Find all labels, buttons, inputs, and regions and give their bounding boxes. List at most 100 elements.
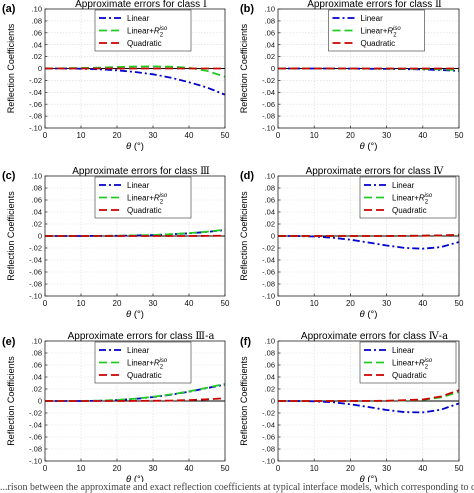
x-tick-label: 20 [113,299,122,308]
series-line-quadratic [278,389,460,402]
y-axis-label: Reflection Coefficients [239,356,249,446]
y-axis-label: Reflection Coefficients [6,23,16,113]
legend-entry: Quadratic [392,371,427,380]
y-axis-label: Reflection Coefficients [239,191,249,281]
y-tick-label: .06 [32,361,42,370]
y-tick-label: -.04 [262,421,275,430]
y-tick-label: -.04 [29,256,42,265]
x-tick-label: 20 [113,131,122,140]
x-tick-label: 20 [346,464,355,473]
panel-label: (e) [2,336,16,348]
chart-title: Approximate errors for class Ⅰ [75,0,207,10]
y-tick-label: .02 [32,220,42,229]
y-tick-label: 0 [271,397,275,406]
y-tick-label: .04 [265,373,275,382]
y-tick-label: -.10 [29,457,42,466]
axes-frame [44,340,226,462]
figure-caption: ...rison between the approximate and exa… [0,482,474,493]
panel-d: -.10 -.08 -.06 -.04 -.02 0 .02 .04 .06 .08 .10 0 10 2… [239,166,464,320]
x-tick-label: 10 [77,131,86,140]
legend-entry: Linear [392,181,415,190]
x-tick-label: 10 [310,299,319,308]
x-axis-label: θ (°) [360,141,378,152]
y-tick-label: -.10 [262,124,275,133]
y-tick-label: -.06 [29,268,42,277]
y-tick-label: -.04 [262,256,275,265]
y-tick-label: -.08 [262,445,275,454]
x-tick-label: 0 [276,464,281,473]
y-tick-label: -.08 [29,112,42,121]
y-tick-label: .06 [265,28,275,37]
series-line-linear-r2iso [45,383,226,402]
y-tick-label: .06 [32,28,42,37]
x-tick-label: 0 [276,131,281,140]
y-axis-label: Reflection Coefficients [6,356,16,446]
panel-b: -.10 -.08 -.06 -.04 -.02 0 .02 .04 .06 .08 .10 0 10 2… [239,0,464,152]
y-tick-label: -.10 [29,292,42,301]
y-tick-label: .08 [265,184,275,193]
panel-label: (c) [2,170,16,182]
x-tick-label: 50 [221,464,230,473]
x-tick-label: 50 [455,131,464,140]
y-tick-label: .10 [265,5,275,14]
figure-canvas: -.10 -.08 -.06 -.04 -.02 0 .02 .04 .06 .08 .10 0 10 2… [2,0,464,482]
axes-frame [44,8,226,129]
chart-title: Approximate errors for class Ⅳ [306,166,445,177]
x-tick-label: 30 [149,464,158,473]
axes-frame [44,175,226,297]
chart-title: Approximate errors for class Ⅲ-a [68,331,215,342]
x-tick-label: 10 [77,299,86,308]
y-tick-label: 0 [271,232,275,241]
x-tick-label: 40 [185,299,194,308]
panel-label: (b) [240,3,254,15]
y-tick-label: .06 [265,196,275,205]
y-tick-label: .08 [32,184,42,193]
y-tick-label: 0 [38,64,42,73]
x-axis-label: θ (°) [126,309,144,320]
y-tick-label: -.06 [262,268,275,277]
legend-entry: Linear+R2iso [127,26,168,39]
y-tick-label: -.06 [29,100,42,109]
y-tick-label: -.04 [262,88,275,97]
y-tick-label: .02 [265,220,275,229]
y-tick-label: -.08 [262,112,275,121]
y-tick-label: -.10 [262,292,275,301]
y-axis-label: Reflection Coefficients [239,23,249,113]
x-tick-label: 10 [77,464,86,473]
y-tick-label: -.04 [29,421,42,430]
y-tick-label: 0 [271,64,275,73]
y-tick-label: 0 [38,232,42,241]
series-line-quadratic [278,233,460,237]
y-tick-label: .08 [32,17,42,26]
series-line-linear [45,383,226,402]
legend-entry: Linear [392,346,415,355]
y-tick-label: .04 [265,208,275,217]
x-tick-label: 20 [113,464,122,473]
x-tick-label: 10 [310,131,319,140]
chart-title: Approximate errors for class Ⅳ-a [301,331,448,342]
x-tick-label: 20 [346,131,355,140]
panel-e: -.10 -.08 -.06 -.04 -.02 0 .02 .04 .06 .08 .10 0 10 2… [2,331,230,482]
axes-frame [277,175,460,297]
y-tick-label: .08 [265,17,275,26]
x-tick-label: 0 [43,464,48,473]
chart-title: Approximate errors for class Ⅲ [72,166,210,177]
y-tick-label: -.02 [29,409,42,418]
x-tick-label: 40 [185,464,194,473]
x-tick-label: 40 [418,131,427,140]
y-tick-label: -.02 [262,244,275,253]
series-line-quadratic [45,397,226,402]
legend-entry: Linear+R2iso [127,193,168,206]
x-tick-label: 40 [418,464,427,473]
panel-a: -.10 -.08 -.06 -.04 -.02 0 .02 .04 .06 .08 .10 0 10 2… [2,0,230,152]
y-tick-label: -.08 [29,280,42,289]
x-axis-label: θ (°) [126,474,144,482]
legend-entry: Linear+R2iso [361,26,402,39]
x-axis-label: θ (°) [126,141,144,152]
y-tick-label: .02 [265,52,275,61]
legend-entry: Linear [127,14,150,23]
axes-frame [277,340,460,462]
panel-label: (a) [2,3,16,15]
x-tick-label: 30 [149,131,158,140]
